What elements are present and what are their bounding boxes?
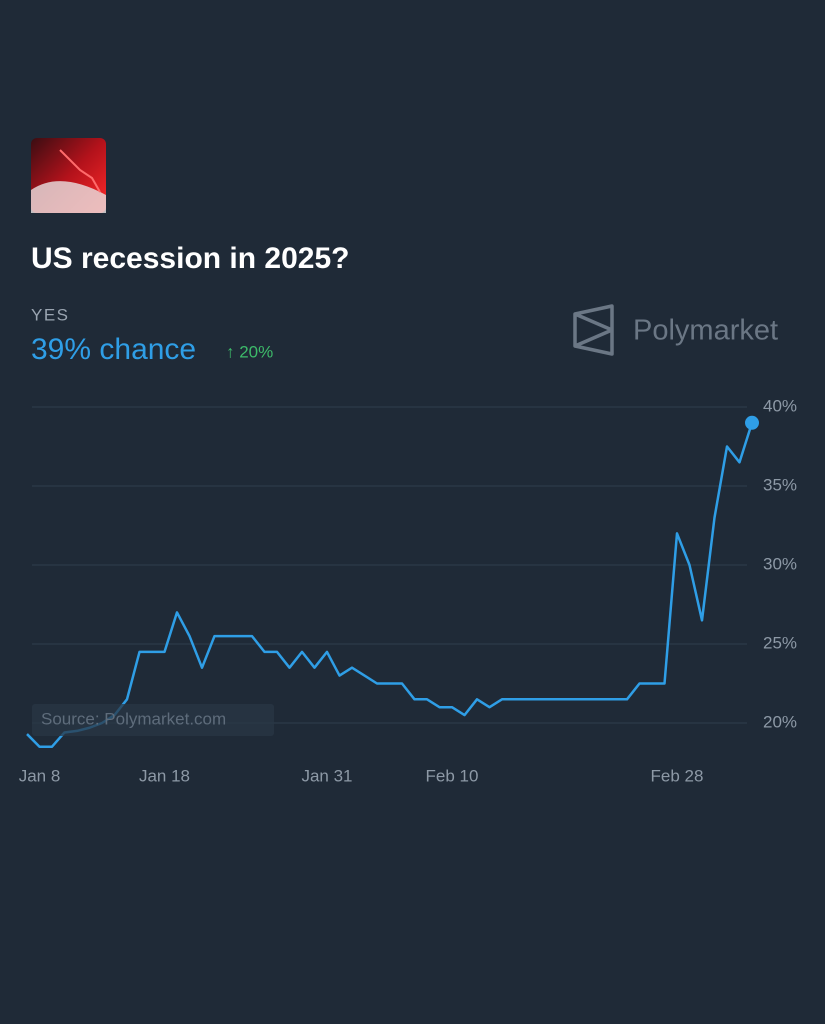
x-tick-label: Feb 28 bbox=[651, 766, 704, 785]
y-tick-label: 35% bbox=[763, 475, 797, 494]
headline: 39% chance bbox=[31, 333, 196, 366]
source-box bbox=[32, 704, 274, 736]
x-tick-label: Jan 18 bbox=[139, 766, 190, 785]
x-tick-label: Jan 31 bbox=[301, 766, 352, 785]
brand-name: Polymarket bbox=[633, 315, 778, 347]
x-tick-label: Jan 8 bbox=[19, 766, 61, 785]
y-tick-label: 40% bbox=[763, 396, 797, 415]
brand-icon bbox=[573, 304, 614, 356]
icon-flag bbox=[31, 181, 106, 213]
x-tick-label: Feb 10 bbox=[426, 766, 479, 785]
change: ↑ 20% bbox=[226, 342, 273, 361]
y-tick-label: 20% bbox=[763, 712, 797, 731]
brand-logo: Polymarket bbox=[573, 304, 778, 356]
y-tick-label: 25% bbox=[763, 633, 797, 652]
plot: 20% 25% 30% 35% 40% Jan 8 Jan 18 Jan 31 Feb 10 Fe… bbox=[19, 396, 797, 785]
market-icon bbox=[31, 138, 106, 213]
end-point bbox=[745, 415, 759, 430]
y-tick-label: 30% bbox=[763, 554, 797, 573]
outcome: YES bbox=[31, 305, 70, 324]
title: US recession in 2025? bbox=[31, 242, 350, 275]
source: Source: Polymarket.com bbox=[41, 709, 226, 728]
icon-arrow bbox=[59, 149, 101, 193]
line bbox=[26, 422, 754, 748]
